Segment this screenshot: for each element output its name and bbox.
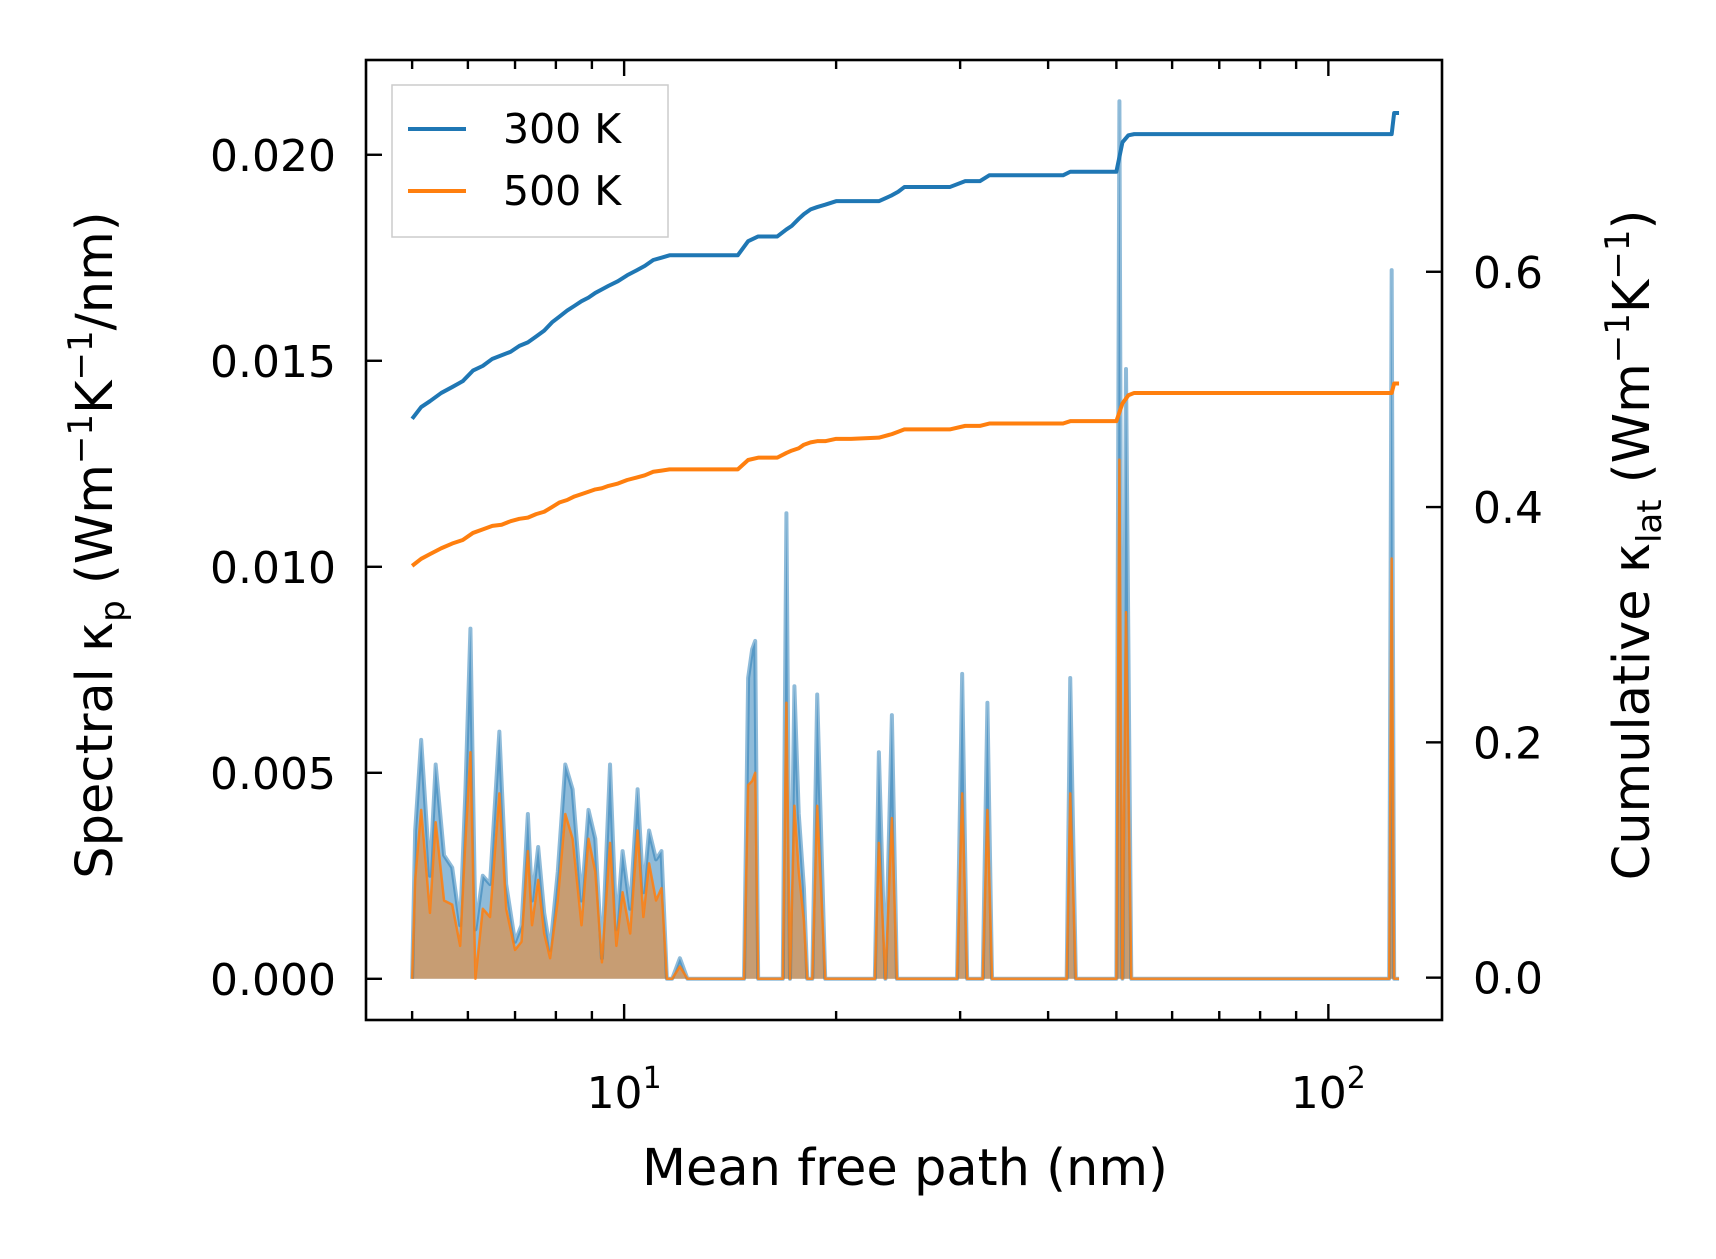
legend-label-500k: 500 K <box>503 167 622 215</box>
cumulative-line-300k <box>410 110 1400 421</box>
left-y-label-units-2: K <box>66 379 125 414</box>
right-y-tick-label: 0.0 <box>1473 954 1543 1005</box>
axis-ticks <box>366 60 1442 1020</box>
legend-label-300k: 300 K <box>503 105 622 153</box>
right-y-tick-label: 0.2 <box>1473 718 1543 769</box>
x-tick-label-base: 10 <box>587 1068 643 1119</box>
left-y-label-units-1: (Wm <box>66 464 125 600</box>
x-tick-label-base: 10 <box>1291 1068 1347 1119</box>
x-tick-label: 102 <box>1291 1061 1366 1119</box>
right-y-label-sup-2: −1 <box>1598 230 1638 280</box>
x-axis-label: Mean free path (nm) <box>642 1139 1168 1198</box>
left-y-tick-label: 0.005 <box>210 749 336 800</box>
x-tick-label-exponent: 2 <box>1347 1061 1366 1096</box>
right-y-label-units-2: K <box>1603 278 1662 313</box>
left-y-tick-label: 0.015 <box>210 337 336 388</box>
right-y-axis-label: Cumulative κlat (Wm−1K−1) <box>1598 210 1670 881</box>
plot-frame <box>364 58 1444 1022</box>
right-y-label-units-1: (Wm <box>1603 363 1662 499</box>
x-tick-label: 101 <box>587 1061 662 1119</box>
left-y-tick-label: 0.010 <box>210 543 336 594</box>
right-y-label-prefix: Cumulative κ <box>1603 543 1662 880</box>
cumulative-lines <box>410 110 1400 568</box>
left-y-label-units-3: /nm) <box>66 211 125 330</box>
right-y-label-subscript: lat <box>1630 499 1670 543</box>
legend: 300 K 500 K <box>391 84 669 238</box>
left-y-tick-label: 0.000 <box>210 955 336 1006</box>
x-tick-label-exponent: 1 <box>643 1061 662 1096</box>
left-y-axis-label: Spectral κp (Wm−1K−1/nm) <box>61 211 133 878</box>
left-y-label-sup-2: −1 <box>61 330 101 380</box>
left-y-label-prefix: Spectral κ <box>66 622 125 879</box>
cumulative-line-500k <box>410 381 1400 568</box>
left-y-tick-label: 0.020 <box>210 131 336 182</box>
right-y-label-units-3: ) <box>1603 210 1662 230</box>
right-y-tick-label: 0.4 <box>1473 483 1543 534</box>
tick-labels: 101 1020.0000.0050.0100.0150.0200.00.20.4… <box>210 131 1543 1119</box>
right-y-label-sup-1: −1 <box>1598 313 1638 363</box>
left-y-label-sup-1: −1 <box>61 414 101 464</box>
spectral-lines <box>410 99 1400 981</box>
spectral-line-500k <box>410 458 1400 981</box>
right-y-tick-label: 0.6 <box>1473 248 1543 299</box>
left-y-label-subscript: p <box>93 600 133 622</box>
legend-frame <box>391 84 669 238</box>
